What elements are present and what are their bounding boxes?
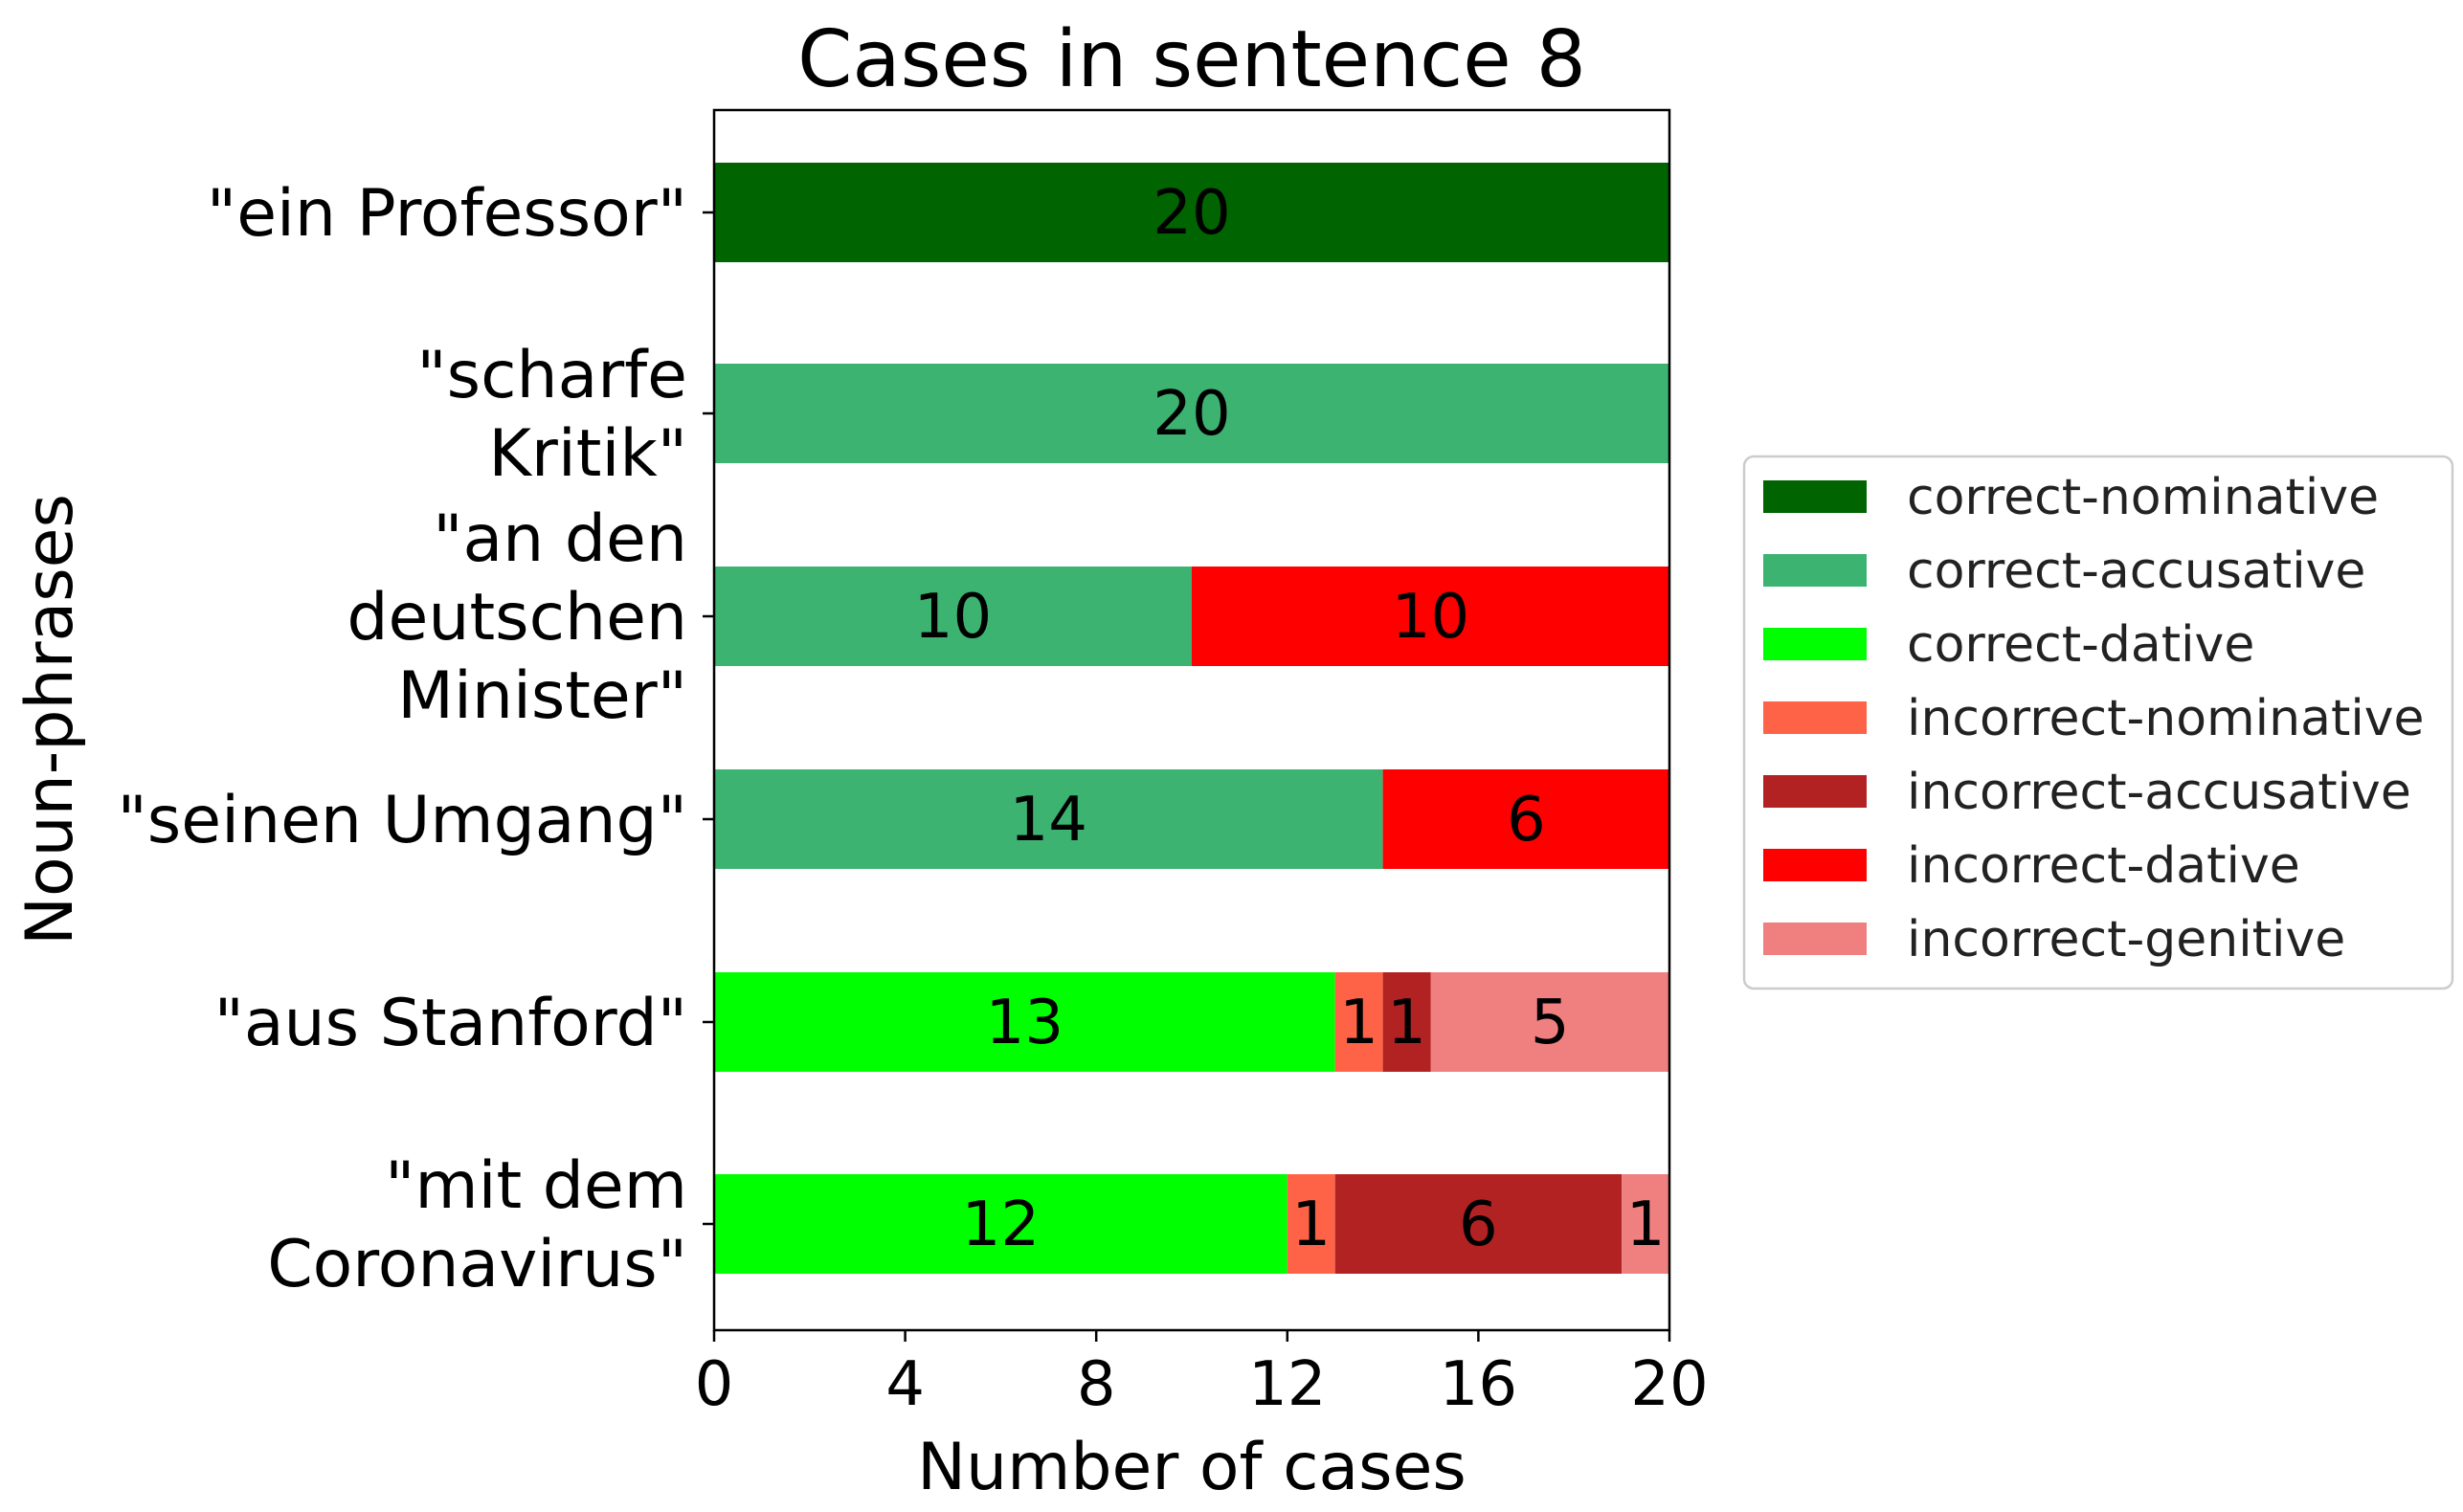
legend-label: incorrect-genitive: [1907, 911, 2345, 968]
legend-label: correct-dative: [1907, 616, 2254, 674]
x-axis: 0 4 8 12 16 20: [695, 1330, 1709, 1420]
bar-value-label: 6: [1459, 1190, 1498, 1260]
legend-swatch: [1763, 701, 1867, 734]
y-tick-label: "scharfe: [416, 338, 687, 413]
y-tick-label: "ein Professor": [207, 176, 687, 252]
x-tick-label: 20: [1630, 1349, 1708, 1420]
legend-label: incorrect-accusative: [1907, 764, 2411, 821]
legend: correct-nominative correct-accusative corr…: [1742, 455, 2454, 990]
y-tick-label: "aus Stanford": [214, 986, 687, 1061]
bar-value-label: 12: [962, 1190, 1040, 1260]
bar-value-label: 20: [1153, 379, 1230, 450]
bar-segment: [714, 364, 1669, 463]
chart-title: Cases in sentence 8: [797, 14, 1586, 105]
bar-segment: [1622, 1174, 1669, 1274]
bar-segment: [1430, 972, 1669, 1072]
y-tick-label: "mit dem: [385, 1148, 687, 1224]
y-tick-label: Kritik": [488, 416, 687, 492]
legend-swatch: [1763, 480, 1867, 513]
legend-swatch: [1763, 849, 1867, 881]
bar-segment: [714, 163, 1669, 262]
legend-frame: [1742, 455, 2454, 990]
x-tick-label: 0: [695, 1349, 734, 1420]
bar-value-label: 13: [986, 988, 1064, 1058]
bar-segment: [1334, 1174, 1623, 1274]
bar-value-label: 5: [1531, 988, 1570, 1058]
legend-swatch: [1763, 923, 1867, 955]
bar-value-label: 14: [1010, 785, 1087, 856]
x-axis-label: Number of cases: [917, 1430, 1467, 1505]
legend-swatch: [1763, 628, 1867, 660]
legend-label: correct-nominative: [1907, 469, 2379, 526]
legend-label: correct-accusative: [1907, 543, 2365, 600]
bar-segment: [1192, 567, 1669, 666]
bar-segment: [714, 567, 1192, 666]
y-tick-label: Minister": [397, 658, 687, 734]
x-tick-label: 12: [1248, 1349, 1326, 1420]
bar-segment: [714, 972, 1335, 1072]
legend-swatch: [1763, 554, 1867, 587]
bar-value-label: 10: [914, 582, 992, 653]
x-tick-label: 8: [1077, 1349, 1116, 1420]
x-tick-label: 4: [885, 1349, 925, 1420]
bar-value-label: 1: [1387, 988, 1426, 1058]
bar-value-label: 20: [1153, 178, 1230, 249]
bar-segment: [1382, 769, 1669, 869]
bar-segment: [1382, 972, 1431, 1072]
bar-segment: [1334, 972, 1383, 1072]
y-tick-label: deutschen: [347, 580, 687, 656]
plot-area-frame: [712, 108, 1671, 1332]
legend-label: incorrect-nominative: [1907, 690, 2425, 747]
y-axis-label: Noun-phrases: [12, 494, 88, 945]
y-tick-label: "seinen Umgang": [118, 783, 687, 858]
bar-value-label: 1: [1626, 1190, 1666, 1260]
legend-label: incorrect-dative: [1907, 837, 2300, 895]
bar-segment: [714, 769, 1383, 869]
bar-segment: [1287, 1174, 1335, 1274]
bar-value-label: 10: [1392, 582, 1469, 653]
y-tick-label: "an den: [433, 501, 687, 577]
bar-segment: [714, 1174, 1287, 1274]
legend-swatch: [1763, 775, 1867, 808]
bar-value-label: 1: [1291, 1190, 1331, 1260]
y-tick-label: Coronavirus": [267, 1227, 687, 1302]
x-tick-label: 16: [1440, 1349, 1517, 1420]
bar-value-label: 1: [1339, 988, 1378, 1058]
bar-value-label: 6: [1507, 785, 1546, 856]
